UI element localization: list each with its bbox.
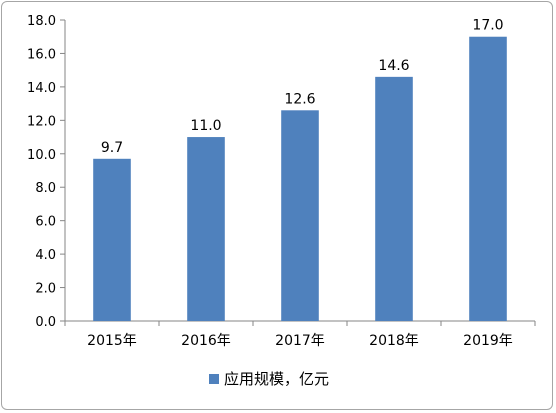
data-label: 11.0	[190, 118, 221, 134]
x-tick-label: 2016年	[181, 333, 231, 349]
data-labels: 9.7 11.0 12.6 14.6 17.0	[101, 18, 504, 156]
data-label: 9.7	[101, 140, 123, 156]
x-tick-label: 2018年	[369, 333, 419, 349]
y-tick-label: 4.0	[35, 248, 56, 263]
y-tick-label: 2.0	[35, 282, 56, 297]
data-label: 14.6	[378, 58, 409, 74]
legend: 应用规模，亿元	[209, 370, 329, 388]
x-tick-label: 2017年	[275, 333, 325, 349]
bar	[375, 76, 413, 321]
x-tick-label: 2019年	[463, 333, 513, 349]
bar	[187, 137, 225, 321]
x-tick-label: 2015年	[87, 333, 137, 349]
bar	[469, 36, 507, 321]
y-axis: 0.0 2.0 4.0 6.0 8.0 10.0 12.0 14.0 16.0 18.0	[27, 14, 66, 330]
legend-label: 应用规模，亿元	[224, 370, 329, 388]
bar	[281, 110, 319, 321]
x-axis: 2015年 2016年 2017年 2018年 2019年	[64, 320, 536, 349]
y-tick-label: 12.0	[27, 114, 56, 129]
y-tick-label: 10.0	[27, 148, 56, 163]
data-label: 17.0	[472, 18, 503, 34]
y-tick-label: 18.0	[27, 14, 56, 29]
y-tick-label: 0.0	[35, 315, 56, 330]
legend-swatch	[209, 374, 219, 384]
y-tick-label: 16.0	[27, 47, 56, 62]
bars	[93, 36, 507, 321]
y-tick-label: 8.0	[35, 181, 56, 196]
bar	[93, 158, 131, 321]
y-tick-label: 6.0	[35, 215, 56, 230]
data-label: 12.6	[284, 91, 315, 107]
y-tick-label: 14.0	[27, 81, 56, 96]
